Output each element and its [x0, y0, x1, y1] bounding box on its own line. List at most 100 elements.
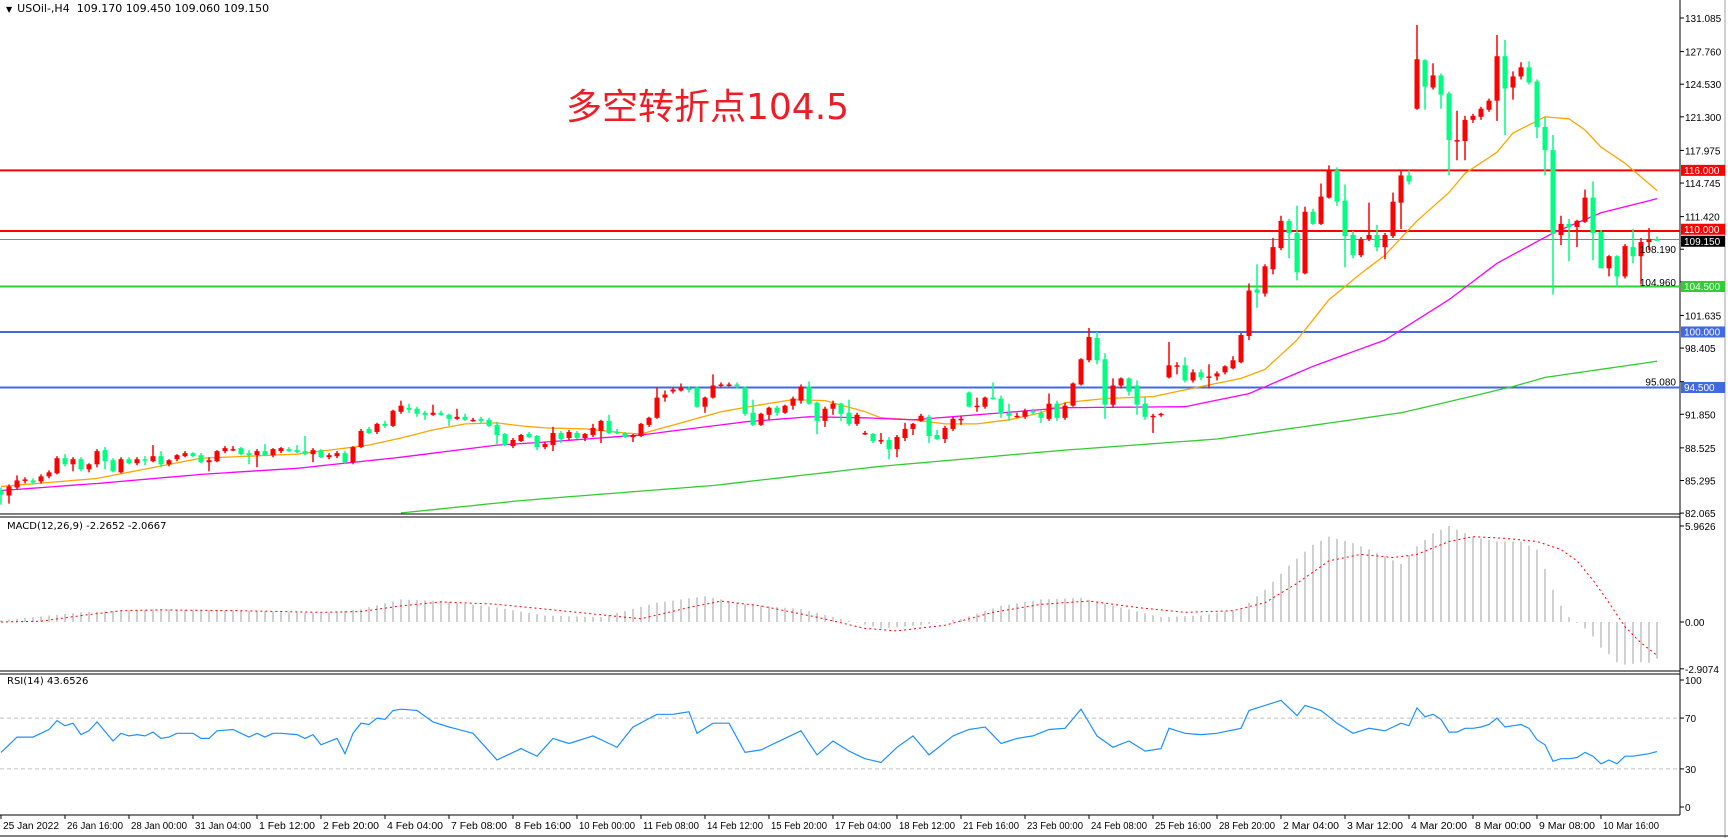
candle — [318, 449, 324, 459]
candle — [302, 435, 308, 456]
candle-body — [1206, 376, 1212, 378]
candle-body — [1054, 403, 1060, 418]
price-tick-label: 82.065 — [1685, 509, 1716, 520]
candle-body — [1590, 197, 1596, 233]
candle — [926, 414, 932, 444]
candle-body — [134, 459, 140, 464]
candle — [470, 417, 476, 422]
candle — [1558, 215, 1564, 246]
price-tick-label: 114.745 — [1685, 179, 1721, 190]
candle — [46, 470, 52, 479]
time-tick-label: 23 Feb 00:00 — [1027, 821, 1083, 832]
candle-body — [1086, 337, 1092, 361]
candle-body — [1478, 108, 1484, 117]
candle — [1406, 170, 1412, 185]
candle — [326, 453, 332, 460]
candle-body — [838, 403, 844, 414]
candle-body — [1078, 359, 1084, 385]
candle — [1574, 219, 1580, 248]
candle — [622, 431, 628, 439]
candle-body — [854, 414, 860, 424]
candle-body — [1030, 410, 1036, 413]
candle-body — [1022, 410, 1028, 417]
candle-body — [206, 460, 212, 463]
candle — [502, 432, 508, 447]
candle-body — [806, 386, 812, 404]
candle-body — [1126, 378, 1132, 392]
candle-body — [654, 397, 660, 418]
candle — [1310, 208, 1316, 225]
candle-body — [470, 419, 476, 422]
candle — [1326, 165, 1332, 199]
candle-body — [14, 480, 20, 488]
candle-body — [270, 449, 276, 456]
candle — [606, 414, 612, 434]
candle-body — [774, 407, 780, 413]
time-tick-label: 4 Mar 20:00 — [1411, 821, 1467, 832]
candle — [614, 428, 620, 434]
chart-header: ▼ USOil-,H4 109.170 109.450 109.060 109.1… — [6, 2, 269, 15]
candle — [366, 426, 372, 434]
candle-body — [1486, 100, 1492, 110]
candles — [0, 24, 1660, 505]
candle — [678, 383, 684, 392]
candle — [870, 432, 876, 444]
candle — [990, 382, 996, 400]
candle-body — [1646, 239, 1652, 243]
candle-body — [1326, 170, 1332, 198]
candle — [430, 404, 436, 416]
candle-body — [862, 432, 868, 435]
candle — [190, 452, 196, 458]
candle — [110, 458, 116, 473]
candle — [462, 413, 468, 421]
candle — [1254, 264, 1260, 308]
candle-body — [1166, 365, 1172, 378]
candle-body — [1414, 59, 1420, 109]
candle-body — [630, 434, 636, 437]
dropdown-triangle-icon[interactable]: ▼ — [6, 5, 13, 14]
candle-body — [990, 397, 996, 400]
level-price-tag — [1681, 281, 1725, 293]
candle — [654, 387, 660, 419]
candle — [894, 434, 900, 458]
macd-pane — [0, 526, 1658, 665]
candle-body — [222, 448, 228, 452]
candle-body — [366, 428, 372, 433]
candle-body — [1558, 223, 1564, 235]
candle — [270, 448, 276, 458]
price-tick-label: 101.635 — [1685, 311, 1722, 322]
candle — [254, 449, 260, 468]
moving-averages — [0, 116, 1658, 514]
candle — [1094, 331, 1100, 365]
candle-body — [934, 434, 940, 440]
moving-average-line — [0, 197, 1658, 492]
candle — [1566, 218, 1572, 262]
candle-body — [198, 455, 204, 463]
time-tick-label: 8 Mar 00:00 — [1475, 821, 1531, 832]
time-tick-label: 7 Feb 08:00 — [451, 821, 507, 832]
candle — [1366, 202, 1372, 242]
time-tick-label: 18 Feb 12:00 — [899, 821, 955, 832]
candle — [158, 451, 164, 468]
time-tick-label: 2 Feb 20:00 — [323, 821, 379, 832]
candle-body — [30, 480, 36, 483]
candle — [126, 457, 132, 465]
candle — [974, 397, 980, 412]
candle-body — [742, 387, 748, 414]
candle — [1014, 412, 1020, 418]
candle — [662, 390, 668, 402]
level-price-label: 94.500 — [1684, 383, 1715, 394]
candle-body — [1182, 365, 1188, 381]
horizontal-levels — [0, 169, 1680, 389]
level-price-tag — [1681, 326, 1725, 338]
candle — [982, 396, 988, 409]
candle-body — [414, 408, 420, 414]
candle — [1414, 24, 1420, 110]
candle — [150, 445, 156, 463]
candle — [1470, 113, 1476, 123]
candle-body — [158, 456, 164, 465]
candle-body — [550, 432, 556, 446]
candle-body — [1606, 256, 1612, 269]
